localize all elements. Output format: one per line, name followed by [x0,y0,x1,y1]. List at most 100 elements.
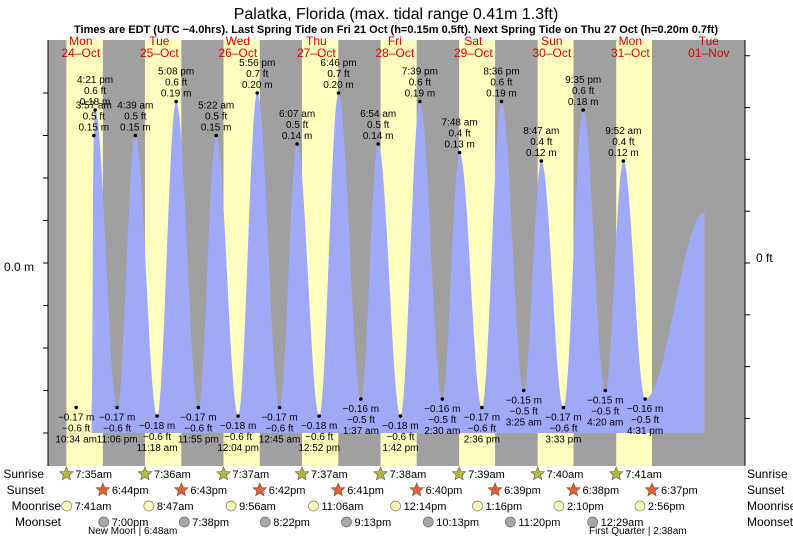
sunrise-star-icon [294,466,310,481]
sunrise-star-icon [216,466,231,481]
low-tide-marker [196,405,201,410]
moonset-time: 7:00pm [112,517,149,529]
moonrise-time: 8:47am [157,501,194,513]
sunset-time: 6:37pm [661,485,698,497]
low-tide-feet: −0.6 ft [549,424,577,435]
sunrise-star-icon [451,466,467,481]
moonset-time: 7:38pm [192,517,229,529]
high-tide-marker [457,150,462,155]
low-tide-feet: −0.5 ft [631,415,659,426]
sunset-star-icon [330,482,346,497]
low-tide-meters: −0.16 m [343,404,379,415]
low-tide-feet: −0.6 ft [305,432,333,443]
low-tide-time: 1:37 am [343,426,379,437]
low-tide-meters: −0.17 m [99,413,135,424]
high-tide-time: 6:54 am [360,109,396,120]
moonrise-icon [553,500,565,512]
high-tide-meters: 0.12 m [608,148,639,159]
low-tide-feet: −0.6 ft [62,424,90,435]
moonrise-icon [308,500,319,512]
high-tide-feet: 0.5 ft [205,112,227,123]
moonrise-icon [472,500,483,512]
moonrise-icon [634,500,646,512]
high-tide-feet: 0.4 ft [612,137,634,148]
moon-phase-first-quarter: First Quarter | 2:38am [589,526,687,537]
day-header-weekday: Sun [541,34,562,48]
day-header-date: 25–Oct [140,46,179,60]
day-headers: Mon24–OctTue25–OctWed26–OctThu27–OctFri2… [61,34,729,60]
high-tide-meters: 0.15 m [78,123,109,134]
low-tide-time: 12:52 pm [298,443,340,454]
moonset-icon [341,516,352,528]
day-header-date: 29–Oct [454,46,493,60]
low-tide-feet: −0.5 ft [591,407,619,418]
sunset-time: 6:42pm [269,485,306,497]
sunset-time: 6:39pm [504,485,541,497]
high-tide-time: 6:46 pm [320,58,356,69]
moonset-icon [422,516,434,528]
moonset-icon [259,516,271,528]
moonrise-time: 1:16pm [485,501,522,513]
sunset-star-icon [566,482,581,497]
day-header-date: 01–Nov [688,46,729,60]
low-tide-meters: −0.16 m [424,404,460,415]
sunset-time: 6:41pm [347,485,384,497]
high-tide-time: 7:48 am [442,118,478,129]
tide-labels: 3:57 am0.5 ft0.15 m4:21 pm0.6 ft0.18 m 4:… [55,58,663,454]
low-tide-time: 11:06 pm [97,435,138,446]
sunrise-star-icon [608,466,624,481]
day-header-weekday: Mon [69,34,92,48]
low-tide-time: 12:04 pm [217,443,259,454]
high-tide-meters: 0.19 m [405,89,436,100]
high-tide-feet: 0.5 ft [367,120,389,131]
low-tide-marker [115,405,119,410]
low-tide-time: 3:33 pm [545,435,581,446]
low-tide-marker [480,405,484,410]
moonset-time: 10:13pm [436,517,479,529]
tide-area [91,93,705,433]
sunrise-time: 7:39am [468,469,505,481]
low-tide-marker [359,397,363,401]
right-axis-zero-label: 0 ft [756,251,773,265]
sunrise-star-icon [137,466,153,481]
low-tide-feet: −0.5 ft [428,415,456,426]
low-tide-meters: −0.18 m [139,421,175,432]
moonset-icon [98,516,110,528]
high-tide-time: 3:57 am [76,101,112,112]
low-tide-meters: −0.15 m [506,396,542,407]
high-tide-meters: 0.18 m [80,97,111,108]
high-tide-feet: 0.5 ft [83,112,105,123]
left-axis-zero-label: 0.0 m [4,260,34,274]
high-tide-meters: 0.15 m [201,123,232,134]
moonrise-time: 12:14pm [404,501,447,513]
low-tide-marker [603,388,608,393]
low-tide-meters: −0.18 m [220,421,256,432]
sunrise-time: 7:38am [390,469,427,481]
moonrise-icon [225,500,237,512]
high-tide-feet: 0.4 ft [530,137,552,148]
chart-subtitle: Times are EDT (UTC −4.0hrs). Last Spring… [74,24,718,36]
low-tide-feet: −0.6 ft [103,424,131,435]
high-tide-time: 8:36 pm [483,67,519,78]
low-tide-meters: −0.15 m [587,396,623,407]
high-tide-meters: 0.19 m [161,89,192,100]
low-tide-time: 1:42 pm [382,443,418,454]
day-header-date: 26–Oct [218,46,257,60]
sunset-star-icon [487,482,503,497]
sunrise-star-icon [373,466,388,481]
astronomy-rows: 7:35am 7:36am 7:37am 7:37am 7:38am 7:39am 7:40… [58,466,698,529]
high-tide-marker [621,159,626,163]
low-tide-time: 3:25 am [506,418,542,429]
high-tide-marker [255,91,260,95]
low-tide-feet: −0.5 ft [510,407,538,418]
low-tide-marker [521,388,526,393]
low-tide-meters: −0.17 m [58,413,94,424]
day-header-weekday: Tue [699,34,720,48]
high-tide-marker [133,133,138,138]
sunset-time: 6:38pm [583,485,620,497]
high-tide-time: 6:07 am [279,109,315,120]
high-tide-marker [418,99,422,104]
moonset-time: 11:20pm [518,517,560,529]
high-tide-time: 7:39 pm [402,67,438,78]
low-tide-time: 11:55 pm [178,435,219,446]
